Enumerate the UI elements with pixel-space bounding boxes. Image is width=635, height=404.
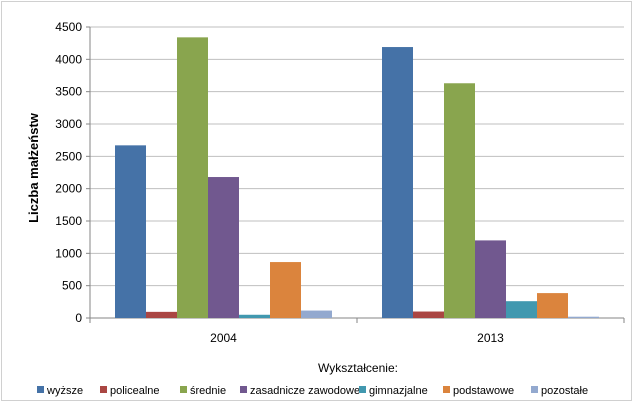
gridlines [90,26,624,287]
legend-swatch [240,386,247,393]
legend-label: podstawowe [453,385,514,397]
bar [208,177,239,318]
legend-label: gimnazjalne [369,385,428,397]
legend-swatch [531,386,538,393]
y-tick-label: 3000 [55,117,82,131]
legend-label: średnie [190,385,226,397]
x-tick-labels: 2004 2013 [210,331,504,345]
y-tick-label: 500 [62,279,82,293]
legend-swatch [180,386,187,393]
bar [382,47,413,319]
bar [475,240,506,318]
bar [413,311,444,318]
legend-swatch [100,386,107,393]
x-tick-label: 2013 [477,331,504,345]
legend-swatch [37,386,44,393]
bar [568,316,599,318]
bar [270,262,301,318]
legend: wyższe policealne średnie zasadnicze zawodo… [37,385,588,397]
y-tick-label: 3500 [55,85,82,99]
bar [444,83,475,318]
y-tick-label: 1500 [55,214,82,228]
legend-swatch [443,386,450,393]
bars [115,37,599,319]
y-tick-label: 4000 [55,52,82,66]
bar [537,293,568,318]
y-tick-labels: 0 500 1000 1500 2000 2500 3000 3500 4000 4500 [55,20,82,325]
legend-swatch [359,386,366,393]
x-tick-label: 2004 [210,331,237,345]
y-tick-label: 1000 [55,246,82,260]
x-axis-title: Wykształcenie: [318,361,398,375]
y-axis-title: Liczba małżeństw [26,112,41,223]
y-tick-label: 2000 [55,182,82,196]
legend-label: pozostałe [541,385,588,397]
legend-label: zasadnicze zawodowe [250,385,360,397]
legend-label: wyższe [46,385,83,397]
bar [506,301,537,318]
bar [239,314,270,318]
bar [115,145,146,318]
bar [146,311,177,318]
y-tick-label: 4500 [55,20,82,34]
y-tick-label: 2500 [55,149,82,163]
legend-label: policealne [110,385,160,397]
bar [177,37,208,318]
y-tick-label: 0 [75,311,82,325]
bar [301,310,332,318]
axes [86,26,625,323]
